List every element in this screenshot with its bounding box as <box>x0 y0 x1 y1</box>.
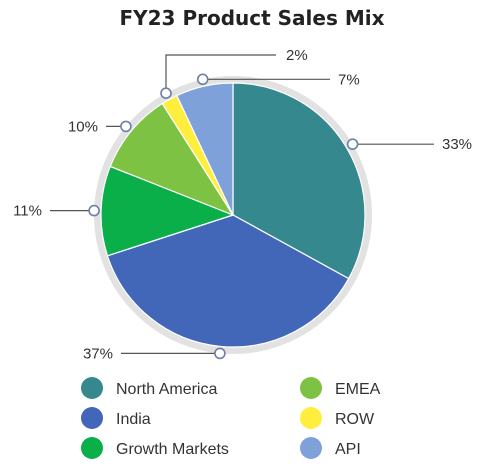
callout-dot <box>120 120 132 133</box>
callout-growth-markets: 11% <box>13 203 100 220</box>
data-label-growth-markets: 11% <box>13 203 42 220</box>
legend-swatch <box>300 437 322 459</box>
callout-dot <box>160 87 172 99</box>
legend-item-emea: EMEA <box>300 377 381 399</box>
callout-india: 37% <box>83 345 226 362</box>
legend-swatch <box>81 377 103 399</box>
legend-item-india: India <box>81 407 151 429</box>
slice-emea <box>109 102 235 217</box>
callout-north-america: 33% <box>346 136 472 153</box>
callout-row: 2% <box>160 47 308 99</box>
legend-label: ROW <box>335 411 375 428</box>
legend-item-north-america: North America <box>81 377 217 399</box>
callout-emea: 10% <box>68 118 132 135</box>
data-label-emea: 10% <box>68 118 98 135</box>
legend-item-row: ROW <box>300 407 375 429</box>
legend-label: API <box>335 441 361 458</box>
data-label-india: 37% <box>83 345 113 362</box>
data-label-north-america: 33% <box>442 136 472 153</box>
data-label-row: 2% <box>286 47 308 64</box>
legend-swatch <box>300 377 322 399</box>
legend-item-growth-markets: Growth Markets <box>81 437 229 459</box>
callout-api: 7% <box>196 71 360 88</box>
legend-label: Growth Markets <box>116 441 229 458</box>
legend-label: EMEA <box>335 381 381 398</box>
callout-dot <box>346 138 359 150</box>
callout-dot <box>214 347 226 360</box>
legend-swatch <box>300 407 322 429</box>
data-label-api: 7% <box>338 71 360 88</box>
legend-label: North America <box>116 381 217 398</box>
legend-swatch <box>81 407 103 429</box>
legend-label: India <box>116 411 151 428</box>
slice-india <box>106 214 350 348</box>
slice-growth-markets <box>100 165 235 257</box>
slice-north-america <box>232 82 366 280</box>
slice-api <box>176 82 234 216</box>
callout-dot <box>196 73 209 86</box>
legend-swatch <box>81 437 103 459</box>
callout-dot <box>88 204 100 217</box>
callout-line <box>165 54 276 94</box>
legend-item-api: API <box>300 437 361 459</box>
chart-title: FY23 Product Sales Mix <box>120 6 385 30</box>
